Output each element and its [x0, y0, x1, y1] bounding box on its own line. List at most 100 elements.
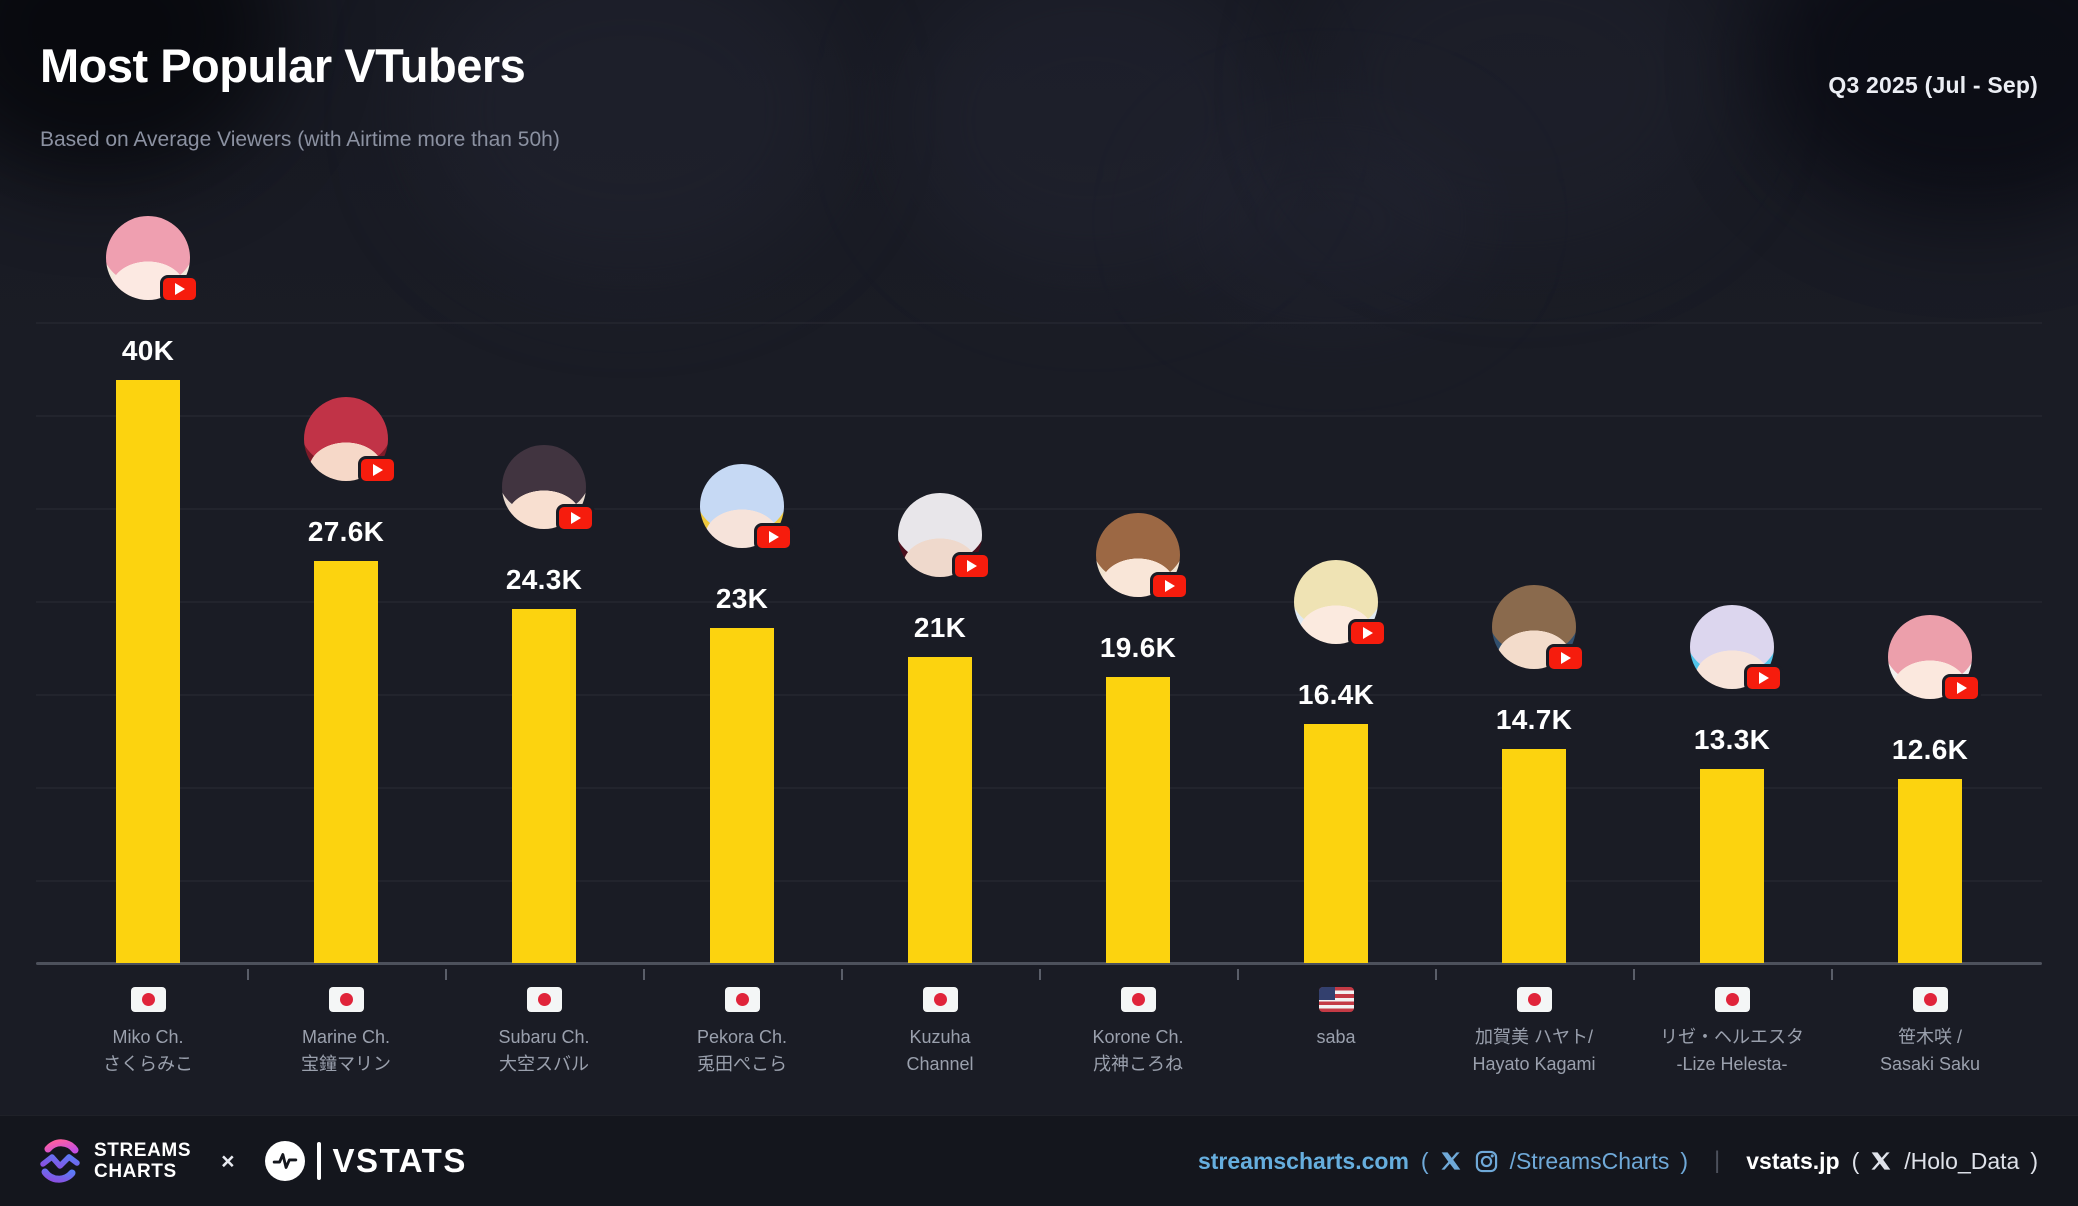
bar [1700, 769, 1764, 963]
vtuber-name: Marine Ch. 宝鐘マリン [227, 1024, 465, 1078]
vtuber-name: 加賀美 ハヤト/Hayato Kagami [1415, 1024, 1653, 1078]
vtuber-column: 12.6K 笹木咲 / Sasaki Saku [1831, 0, 2029, 1206]
vtuber-name: Korone Ch. 戌神ころね [1019, 1024, 1257, 1078]
japan-flag-icon [725, 987, 760, 1012]
bar [512, 609, 576, 963]
value-label: 24.3K [505, 564, 583, 595]
streamscharts-socials: ( /StreamsCharts ) [1421, 1148, 1688, 1175]
japan-flag-icon [923, 987, 958, 1012]
bar [314, 561, 378, 963]
bar [908, 657, 972, 963]
vtuber-name-line1: リゼ・ヘルエスタ [1660, 1027, 1804, 1047]
us-flag-icon [1319, 987, 1354, 1012]
vtuber-name: Kuzuha Channel [821, 1024, 1059, 1078]
collab-x-symbol: × [221, 1147, 235, 1174]
vtuber-name-line2: Channel [906, 1054, 974, 1074]
pulse-icon [272, 1153, 297, 1169]
vstats-socials: ( /Holo_Data ) [1852, 1148, 2038, 1175]
vtuber-column: 27.6K Marine Ch. 宝鐘マリン [247, 0, 445, 1206]
value-label: 14.7K [1495, 704, 1573, 735]
youtube-play-icon [160, 275, 199, 303]
vstats-wordmark: VSTATS [332, 1142, 467, 1179]
streamscharts-wordmark: STREAMS CHARTS [94, 1140, 191, 1182]
youtube-play-icon [358, 456, 397, 484]
axis-tick [1237, 969, 1239, 980]
bar [710, 628, 774, 963]
footer-links: streamscharts.com ( /StreamsCharts ) | v… [1198, 1147, 2038, 1175]
japan-flag-icon [1913, 987, 1948, 1012]
value-label: 23K [715, 583, 769, 614]
vtuber-column: 23K Pekora Ch. 兎田ぺこら [643, 0, 841, 1206]
paren: ) [1680, 1147, 1689, 1174]
vtuber-column: 16.4K saba [1237, 0, 1435, 1206]
vtuber-avatar [106, 216, 199, 303]
vtuber-column: 13.3K リゼ・ヘルエスタ -Lize Helesta- [1633, 0, 1831, 1206]
vtuber-avatar [1492, 585, 1585, 672]
vtuber-name-line2: 大空スバル [499, 1054, 589, 1074]
paren: ( [1420, 1147, 1429, 1174]
vtuber-name-line1: Subaru Ch. [498, 1027, 590, 1047]
vtuber-avatar [304, 397, 397, 484]
vtuber-name: 笹木咲 / Sasaki Saku [1811, 1024, 2049, 1078]
vtuber-name-line2: 戌神ころね [1093, 1054, 1183, 1074]
period-label: Q3 2025 (Jul - Sep) [1828, 72, 2038, 98]
wordmark-line: CHARTS [94, 1161, 177, 1182]
vtuber-avatar [1096, 513, 1189, 600]
vtuber-column: 24.3K Subaru Ch. 大空スバル [445, 0, 643, 1206]
vtuber-name: Pekora Ch. 兎田ぺこら [623, 1024, 861, 1078]
vstats-handle: /Holo_Data [1904, 1147, 2020, 1174]
japan-flag-icon [527, 987, 562, 1012]
gridline [36, 694, 2042, 696]
vtuber-avatar [1294, 560, 1387, 647]
vtuber-name-line2: さくらみこ [103, 1054, 193, 1074]
footer-brands: STREAMS CHARTS × VSTATS [36, 1137, 467, 1185]
vtuber-avatar [898, 493, 991, 580]
page-subtitle: Based on Average Viewers (with Airtime m… [40, 128, 560, 151]
axis-tick [1831, 969, 1833, 980]
vstats-site-link: vstats.jp [1746, 1147, 1840, 1174]
footer: STREAMS CHARTS × VSTATS streamscharts.co… [0, 1115, 2078, 1206]
youtube-play-icon [556, 504, 595, 532]
streamscharts-logo-icon [40, 1139, 80, 1183]
gridline [36, 415, 2042, 417]
vstats-logo-icon [264, 1141, 305, 1181]
axis-tick [643, 969, 645, 980]
youtube-play-icon [1546, 644, 1585, 672]
youtube-play-icon [1744, 664, 1783, 692]
vtuber-avatar [1888, 615, 1981, 702]
vtuber-name-line1: Kuzuha [909, 1027, 971, 1047]
japan-flag-icon [1517, 987, 1552, 1012]
vtuber-name: saba [1217, 1024, 1455, 1051]
gridline [36, 787, 2042, 789]
axis-tick [1633, 969, 1635, 980]
bar [1898, 779, 1962, 963]
vtuber-name-line1: 加賀美 ハヤト/ [1474, 1027, 1593, 1047]
japan-flag-icon [1121, 987, 1156, 1012]
japan-flag-icon [329, 987, 364, 1012]
vtuber-name-line1: Miko Ch. [112, 1027, 184, 1047]
youtube-play-icon [1348, 619, 1387, 647]
vstats-divider-bar [316, 1142, 321, 1180]
axis-tick [841, 969, 843, 980]
vtuber-name-line1: Pekora Ch. [696, 1027, 788, 1047]
vtuber-avatar [502, 445, 595, 532]
vtuber-name-line2: 兎田ぺこら [697, 1054, 787, 1074]
x-axis-line [36, 962, 2042, 965]
vtuber-name-line2: -Lize Helesta- [1676, 1054, 1788, 1074]
value-label: 13.3K [1693, 724, 1771, 755]
bar [116, 380, 180, 963]
streamscharts-handle: /StreamsCharts [1509, 1147, 1670, 1174]
footer-divider: | [1714, 1147, 1721, 1174]
gridline [36, 322, 2042, 324]
youtube-play-icon [952, 552, 991, 580]
axis-tick [1435, 969, 1437, 980]
vtuber-name-line2: 宝鐘マリン [301, 1054, 391, 1074]
value-label: 40K [121, 335, 175, 366]
japan-flag-icon [131, 987, 166, 1012]
vtuber-name-line1: 笹木咲 / [1897, 1027, 1962, 1047]
bar [1106, 677, 1170, 963]
gridline [36, 508, 2042, 510]
x-logo-icon [1441, 1151, 1460, 1170]
paren: ) [2030, 1147, 2038, 1174]
